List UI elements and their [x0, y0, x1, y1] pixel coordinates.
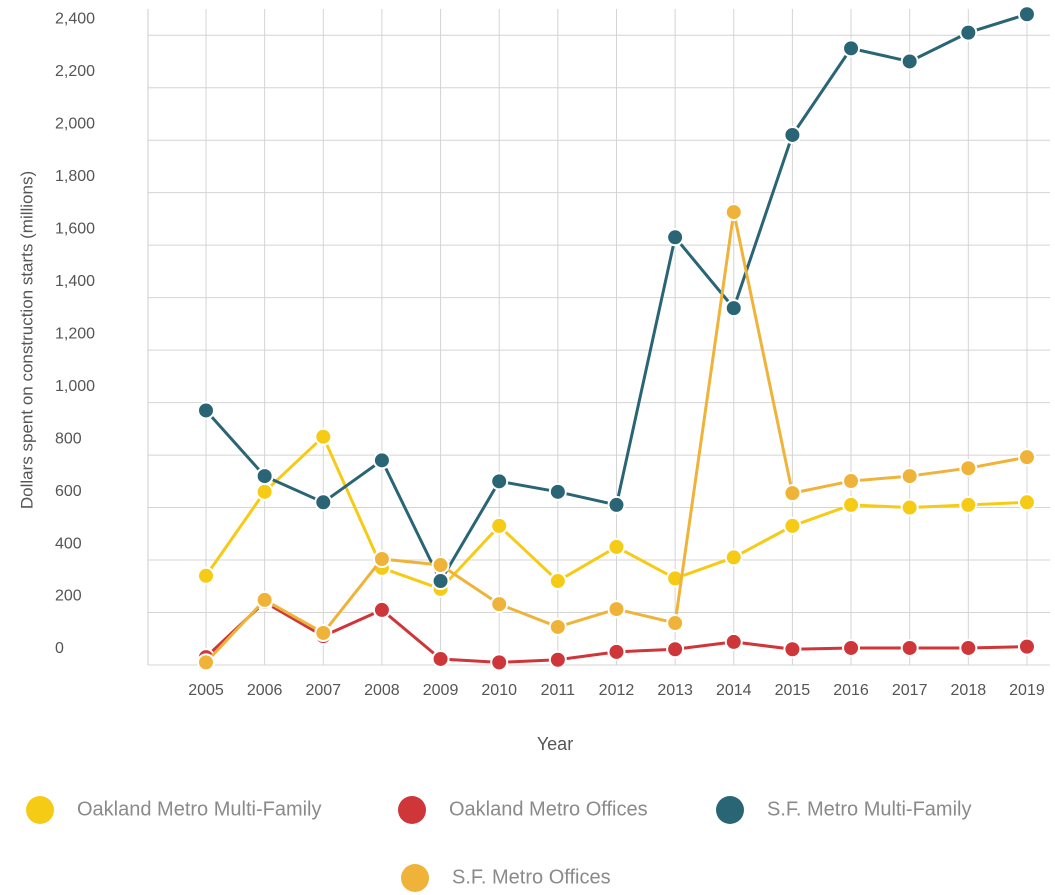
legend-text: S.F. Metro Offices: [452, 866, 611, 888]
data-point: [900, 52, 919, 71]
y-tick-label: 2,000: [55, 115, 95, 132]
legend-text: Oakland Metro Multi-Family: [77, 798, 322, 820]
y-tick-label: 600: [55, 483, 82, 500]
y-tick-label: 800: [55, 430, 82, 447]
data-point: [1017, 448, 1036, 467]
x-tick-label: 2011: [541, 682, 576, 699]
x-tick-label: 2009: [423, 682, 459, 699]
y-tick-label: 1,200: [55, 325, 95, 342]
data-point: [197, 401, 215, 420]
data-point: [959, 495, 978, 514]
x-tick-label: 2007: [305, 682, 341, 699]
data-point: [724, 632, 743, 651]
data-point: [372, 600, 391, 619]
data-point: [666, 569, 685, 588]
y-tick-label: 2,200: [55, 63, 95, 80]
y-tick-label: 1,000: [55, 378, 95, 395]
data-point: [783, 125, 802, 144]
x-axis-label: Year: [537, 734, 573, 754]
data-point: [842, 472, 861, 491]
x-tick-label: 2014: [716, 682, 752, 699]
data-point: [666, 228, 685, 247]
x-tick-label: 2018: [951, 682, 987, 699]
data-point: [314, 623, 333, 642]
y-tick-label: 1,800: [55, 168, 95, 185]
legend-marker: [401, 864, 429, 892]
data-point: [1017, 5, 1036, 24]
y-tick-label: 400: [55, 535, 82, 552]
data-point: [255, 467, 274, 486]
x-tick-label: 2016: [833, 682, 869, 699]
data-point: [607, 642, 626, 661]
x-tick-label: 2015: [775, 682, 811, 699]
data-point: [197, 566, 215, 585]
data-point: [197, 653, 215, 672]
data-point: [900, 498, 919, 517]
data-point: [783, 484, 802, 503]
data-point: [490, 516, 509, 535]
data-point: [607, 600, 626, 619]
data-point: [724, 203, 743, 222]
y-axis-label: Dollars spent on construction starts (mi…: [17, 171, 36, 509]
legend-text: Oakland Metro Offices: [449, 798, 648, 820]
data-point: [783, 516, 802, 535]
legend-marker: [716, 796, 744, 824]
y-tick-label: 0: [55, 640, 64, 657]
data-point: [548, 617, 567, 636]
y-tick-label: 1,400: [55, 273, 95, 290]
data-point: [900, 638, 919, 657]
y-tick-label: 1,600: [55, 220, 95, 237]
data-point: [490, 595, 509, 614]
data-point: [783, 640, 802, 659]
data-point: [431, 572, 450, 591]
data-point: [666, 614, 685, 633]
x-tick-label: 2017: [892, 682, 928, 699]
data-point: [255, 590, 274, 609]
y-tick-label: 200: [55, 588, 82, 605]
data-point: [724, 299, 743, 318]
x-tick-label: 2012: [599, 682, 635, 699]
data-point: [666, 640, 685, 659]
data-point: [842, 495, 861, 514]
data-point: [372, 451, 391, 470]
data-point: [1017, 493, 1036, 512]
legend-marker: [398, 796, 426, 824]
x-tick-label: 2006: [247, 682, 283, 699]
data-point: [255, 482, 274, 501]
data-point: [724, 548, 743, 567]
x-tick-label: 2019: [1009, 682, 1045, 699]
data-point: [490, 472, 509, 491]
legend-text: S.F. Metro Multi-Family: [767, 798, 971, 820]
data-point: [1017, 637, 1036, 656]
x-tick-label: 2010: [481, 682, 517, 699]
data-point: [842, 39, 861, 58]
data-point: [431, 556, 450, 575]
y-tick-label: 2,400: [55, 10, 95, 27]
data-point: [431, 649, 450, 668]
data-point: [959, 23, 978, 42]
x-tick-label: 2005: [188, 682, 224, 699]
x-tick-label: 2013: [657, 682, 693, 699]
data-point: [607, 537, 626, 556]
data-point: [372, 549, 391, 568]
data-point: [900, 467, 919, 486]
legend-marker: [26, 796, 54, 824]
data-point: [959, 459, 978, 478]
data-point: [548, 650, 567, 669]
data-point: [314, 493, 333, 512]
data-point: [959, 638, 978, 657]
data-point: [314, 427, 333, 446]
data-point: [490, 653, 509, 672]
data-point: [842, 638, 861, 657]
data-point: [607, 495, 626, 514]
data-point: [548, 572, 567, 591]
data-point: [548, 482, 567, 501]
x-tick-label: 2008: [364, 682, 400, 699]
